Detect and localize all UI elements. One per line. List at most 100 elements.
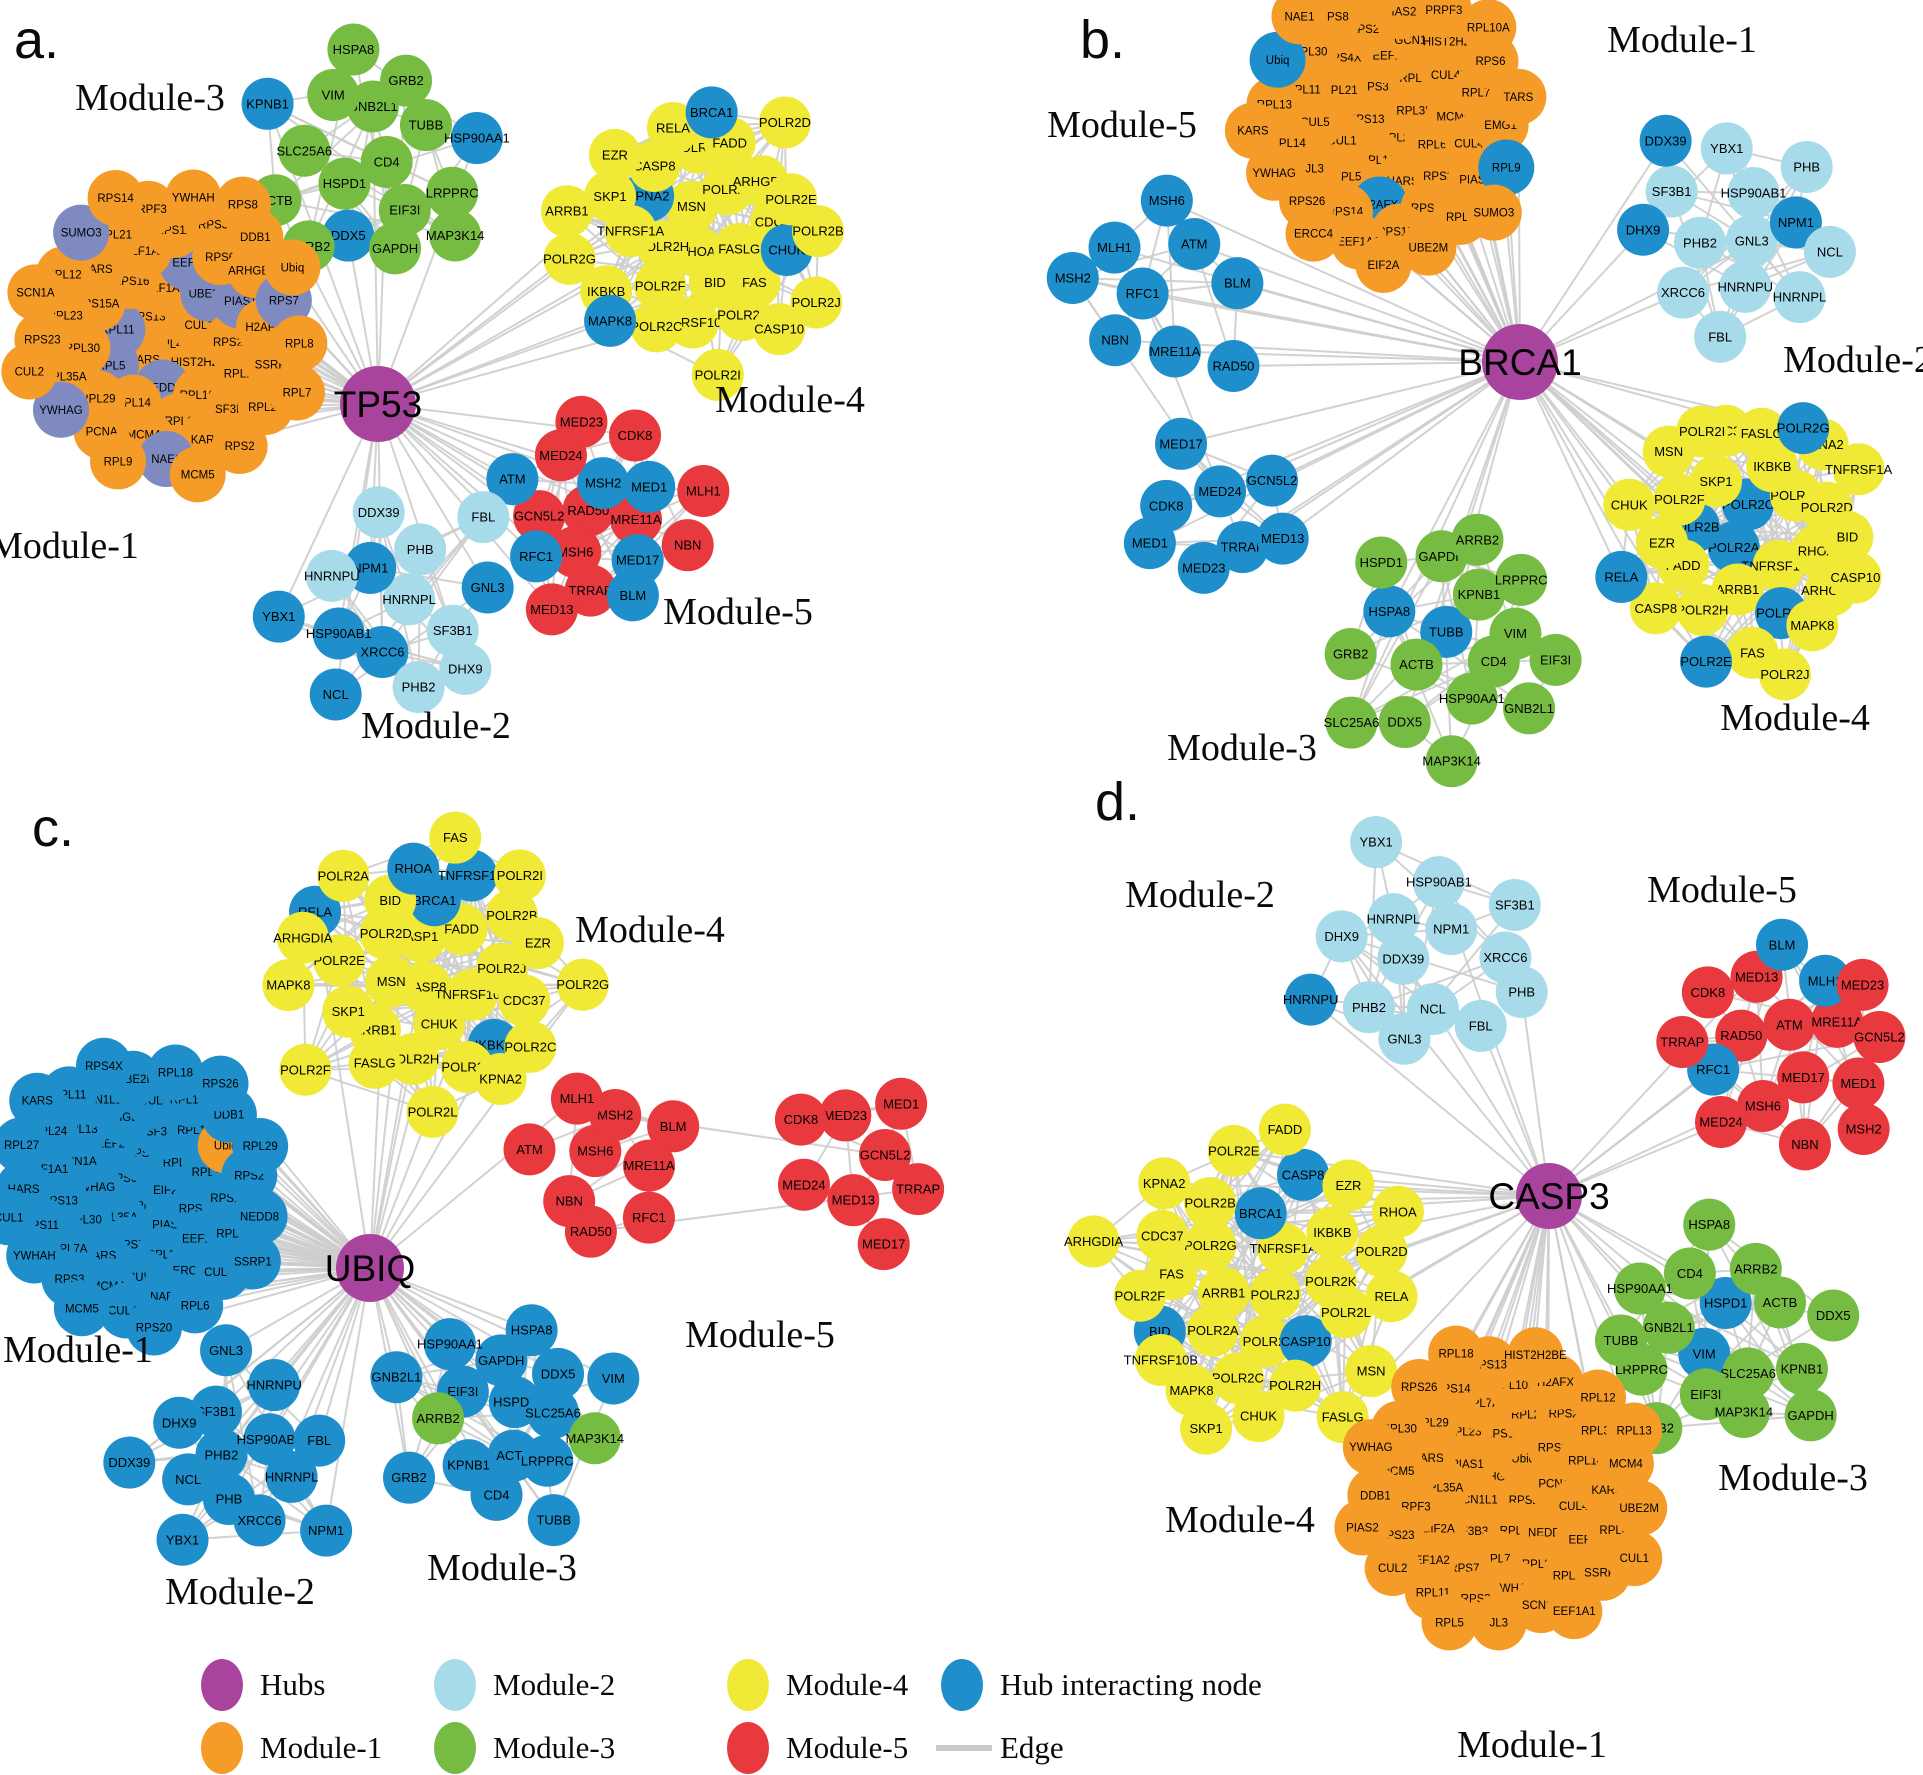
node-HNRNPL[interactable]: HNRNPL [382,573,436,626]
node-NCL[interactable]: NCL [162,1453,215,1506]
node-XRCC6[interactable]: XRCC6 [356,626,409,679]
node-MAPK8[interactable]: MAPK8 [262,959,315,1012]
node-YBX1[interactable]: YBX1 [156,1513,209,1566]
node-DDX5[interactable]: DDX5 [1807,1289,1860,1342]
node-GNL3[interactable]: GNL3 [461,561,514,614]
node-GAPDH[interactable]: GAPDH [1784,1389,1837,1442]
node-CDC37[interactable]: CDC37 [1136,1209,1189,1262]
node-DDX39[interactable]: DDX39 [103,1436,156,1489]
node-SUMO3[interactable]: SUMO3 [1465,184,1522,241]
node-DDX5[interactable]: DDX5 [1378,696,1431,749]
node-MED23[interactable]: MED23 [819,1089,872,1142]
node-MED13[interactable]: MED13 [827,1174,880,1227]
node-YWHAH[interactable]: YWHAH [165,169,222,226]
node-GRB2[interactable]: GRB2 [380,54,433,107]
node-GCN5L2[interactable]: GCN5L2 [513,490,566,543]
node-HSP90AA1[interactable]: HSP90AA1 [444,112,510,165]
node-MED24[interactable]: MED24 [1695,1096,1748,1149]
node-MSH2[interactable]: MSH2 [1837,1103,1890,1156]
node-ATM[interactable]: ATM [1168,218,1221,271]
node-EIF3I[interactable]: EIF3I [1529,633,1582,686]
node-KPNA2[interactable]: KPNA2 [1138,1157,1191,1210]
node-HSP90AB1[interactable]: HSP90AB1 [306,607,372,660]
node-POLR2A[interactable]: POLR2A [317,849,370,902]
node-LRPPRC[interactable]: LRPPRC [426,166,479,219]
node-XRCC6[interactable]: XRCC6 [233,1494,286,1547]
node-MED23[interactable]: MED23 [1177,541,1230,594]
node-Ubiq[interactable]: Ubiq [1249,31,1306,88]
node-ARRB1[interactable]: ARRB1 [540,185,593,238]
node-RPL6[interactable]: RPL6 [167,1277,224,1334]
node-SF3B1[interactable]: SF3B1 [1488,878,1541,931]
node-SLC25A6[interactable]: SLC25A6 [525,1386,581,1439]
node-MAP3K14[interactable]: MAP3K14 [566,1412,625,1465]
node-MSN[interactable]: MSN [1345,1345,1398,1398]
node-POLR2J[interactable]: POLR2J [1758,648,1811,701]
node-GRB2[interactable]: GRB2 [383,1451,436,1504]
node-CASP10[interactable]: CASP10 [1829,551,1882,604]
node-NBN[interactable]: NBN [1778,1118,1831,1171]
node-GRB2[interactable]: GRB2 [1324,628,1377,681]
node-UBE2M[interactable]: UBE2M [1400,219,1457,276]
node-CUL1[interactable]: CUL1 [0,1189,37,1246]
node-RPL8[interactable]: RPL8 [271,315,328,372]
node-CDK8[interactable]: CDK8 [609,409,662,462]
node-DDX39[interactable]: DDX39 [1639,114,1692,167]
node-RPS20[interactable]: RPS20 [125,1299,182,1356]
node-POLR2J[interactable]: POLR2J [1249,1268,1302,1321]
node-RHOA[interactable]: RHOA [387,842,440,895]
node-MSH2[interactable]: MSH2 [577,457,630,510]
node-NBN[interactable]: NBN [661,519,714,572]
node-NAE1[interactable]: NAE1 [1271,0,1328,45]
node-FBL[interactable]: FBL [1694,310,1747,363]
node-RPL7[interactable]: RPL7 [269,364,326,421]
node-RELA[interactable]: RELA [1365,1270,1418,1323]
node-FASLG[interactable]: FASLG [348,1036,401,1089]
node-MED17[interactable]: MED17 [1155,417,1208,470]
node-DHX9[interactable]: DHX9 [439,642,492,695]
node-HSPA8[interactable]: HSPA8 [327,23,380,76]
node-RPL18[interactable]: RPL18 [147,1044,204,1101]
node-MLH1[interactable]: MLH1 [550,1072,603,1125]
node-POLR2F[interactable]: POLR2F [1653,473,1706,526]
node-RPL9[interactable]: RPL9 [89,433,146,490]
node-RPL27[interactable]: RPL27 [0,1117,50,1174]
node-HSPD1[interactable]: HSPD1 [1355,536,1408,589]
node-MAPK8[interactable]: MAPK8 [584,294,637,347]
node-HSP90AA1[interactable]: HSP90AA1 [417,1318,483,1371]
node-ATM[interactable]: ATM [503,1123,556,1176]
node-POLR2L[interactable]: POLR2L [1319,1286,1372,1339]
node-RPL18[interactable]: RPL18 [1428,1325,1485,1382]
node-POLR2G[interactable]: POLR2G [556,958,609,1011]
node-CHUK[interactable]: CHUK [1232,1390,1285,1443]
node-HNRNPL[interactable]: HNRNPL [265,1450,318,1503]
node-POLR2H[interactable]: POLR2H [387,1032,439,1085]
node-RFC1[interactable]: RFC1 [510,530,563,583]
hub-UBIQ[interactable]: UBIQ [325,1234,415,1302]
node-MCM5[interactable]: MCM5 [53,1280,110,1337]
node-MSH2[interactable]: MSH2 [1046,251,1099,304]
node-GNB2L1[interactable]: GNB2L1 [1503,682,1556,735]
node-BRCA1[interactable]: BRCA1 [1234,1187,1287,1240]
node-POLR2A[interactable]: POLR2A [1186,1304,1239,1357]
node-RPL29[interactable]: RPL29 [1345,0,1401,20]
node-MSN[interactable]: MSN [365,955,418,1008]
node-YBX1[interactable]: YBX1 [252,590,305,643]
node-POLR2J[interactable]: POLR2J [790,276,843,329]
node-POLR2I[interactable]: POLR2I [493,849,546,902]
node-EZR[interactable]: EZR [511,917,564,970]
node-XRCC6[interactable]: XRCC6 [1657,266,1710,319]
node-ARHGDIA[interactable]: ARHGDIA [273,911,333,964]
node-MLH1[interactable]: MLH1 [677,464,730,517]
node-MED13[interactable]: MED13 [525,583,578,636]
node-BLM[interactable]: BLM [1211,257,1264,310]
node-POLR2G[interactable]: POLR2G [543,232,596,285]
node-GCN5L2[interactable]: GCN5L2 [1853,1010,1906,1063]
node-RPL29[interactable]: RPL29 [232,1118,289,1175]
node-POLR2L[interactable]: POLR2L [406,1085,459,1138]
node-POLR2E[interactable]: POLR2E [1680,635,1733,688]
node-ATM[interactable]: ATM [486,453,539,506]
node-HSPA8[interactable]: HSPA8 [1683,1198,1736,1251]
node-MED1[interactable]: MED1 [623,460,676,513]
node-TRRAP[interactable]: TRRAP [1656,1015,1709,1068]
